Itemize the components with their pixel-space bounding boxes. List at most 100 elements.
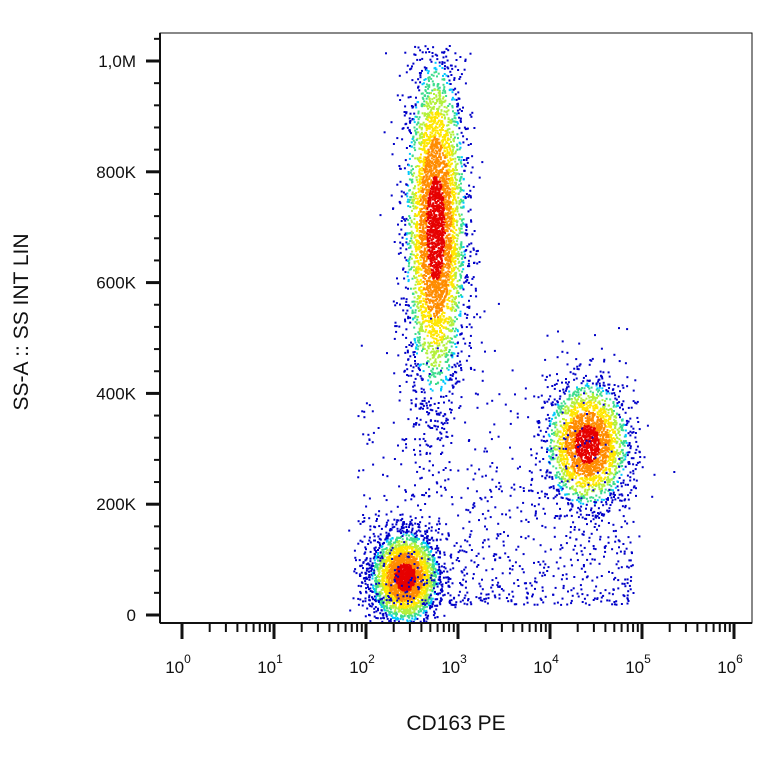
event-dot <box>435 158 438 161</box>
event-dot <box>420 391 423 393</box>
event-dot <box>421 343 424 346</box>
event-dot <box>448 193 450 196</box>
event-dot <box>462 303 465 306</box>
event-dot <box>409 217 412 219</box>
event-dot <box>435 312 438 314</box>
event-dot <box>425 363 428 366</box>
event-dot <box>434 192 437 195</box>
event-dot <box>458 158 460 161</box>
event-dot <box>441 284 444 287</box>
event-dot <box>440 245 443 248</box>
event-dot <box>438 119 441 122</box>
event-dot <box>435 383 437 385</box>
event-dot <box>451 284 454 287</box>
event-dot <box>422 259 425 262</box>
event-dot <box>405 122 408 125</box>
event-dot <box>435 219 438 222</box>
event-dot <box>460 241 463 244</box>
event-dot <box>449 274 452 277</box>
event-dot <box>456 220 459 223</box>
event-dot <box>424 213 427 216</box>
event-dot <box>453 78 456 81</box>
event-dot <box>453 268 456 270</box>
event-dot <box>429 154 432 157</box>
event-dot <box>421 102 424 105</box>
event-dot <box>429 187 432 190</box>
event-dot <box>420 148 423 150</box>
event-dot <box>452 183 455 186</box>
event-dot <box>456 305 459 308</box>
event-dot <box>395 302 398 305</box>
event-dot <box>425 298 428 301</box>
event-dot <box>433 260 436 263</box>
event-dot <box>438 164 441 167</box>
event-dot <box>450 207 453 210</box>
event-dot <box>427 240 430 243</box>
event-dot <box>445 234 448 237</box>
event-dot <box>442 203 445 206</box>
event-dot <box>423 179 426 182</box>
event-dot <box>434 529 437 532</box>
event-dot <box>447 177 450 180</box>
event-dot <box>416 101 419 104</box>
event-dot <box>419 329 421 331</box>
event-dot <box>415 133 418 136</box>
event-dot <box>460 396 463 399</box>
event-dot <box>436 367 439 370</box>
event-dot <box>427 214 430 217</box>
event-dot <box>408 164 410 167</box>
event-dot <box>423 237 426 240</box>
event-dot <box>421 329 424 332</box>
event-dot <box>399 241 402 244</box>
event-dot <box>451 274 454 277</box>
event-dot <box>413 296 416 299</box>
event-dot <box>437 261 440 264</box>
event-dot <box>419 278 422 281</box>
event-dot <box>456 267 459 270</box>
event-dot <box>422 204 425 207</box>
event-dot <box>435 194 438 197</box>
event-dot <box>458 227 461 230</box>
event-dot <box>456 243 459 246</box>
event-dot <box>436 319 439 322</box>
event-dot <box>409 306 412 309</box>
event-dot <box>400 195 403 198</box>
event-dot <box>426 314 429 317</box>
event-dot <box>481 370 484 373</box>
event-dot <box>433 193 436 196</box>
event-dot <box>444 229 447 232</box>
event-dot <box>415 250 418 253</box>
event-dot <box>432 304 435 307</box>
event-dot <box>453 246 456 249</box>
event-dot <box>428 246 431 249</box>
event-dot <box>414 403 417 406</box>
event-dot <box>430 170 433 172</box>
event-dot <box>415 266 418 269</box>
event-dot <box>439 128 441 131</box>
event-dot <box>414 377 417 380</box>
event-dot <box>447 143 450 146</box>
event-dot <box>425 202 428 204</box>
event-dot <box>420 92 423 95</box>
event-dot <box>442 423 445 426</box>
event-dot <box>421 51 424 54</box>
event-dot <box>458 248 461 251</box>
event-dot <box>431 55 434 58</box>
event-dot <box>435 428 438 431</box>
event-dot <box>440 421 443 424</box>
event-dot <box>468 439 471 441</box>
event-dot <box>415 347 418 350</box>
event-dot <box>415 179 418 181</box>
event-dot <box>440 270 443 273</box>
event-dot <box>426 165 429 168</box>
event-dot <box>425 123 428 126</box>
event-dot <box>420 208 423 211</box>
event-dot <box>394 325 397 328</box>
event-dot <box>458 314 461 317</box>
event-dot <box>430 214 433 217</box>
event-dot <box>419 168 422 170</box>
event-dot <box>419 226 421 229</box>
event-dot <box>432 172 435 175</box>
event-dot <box>404 286 407 289</box>
event-dot <box>438 152 441 155</box>
